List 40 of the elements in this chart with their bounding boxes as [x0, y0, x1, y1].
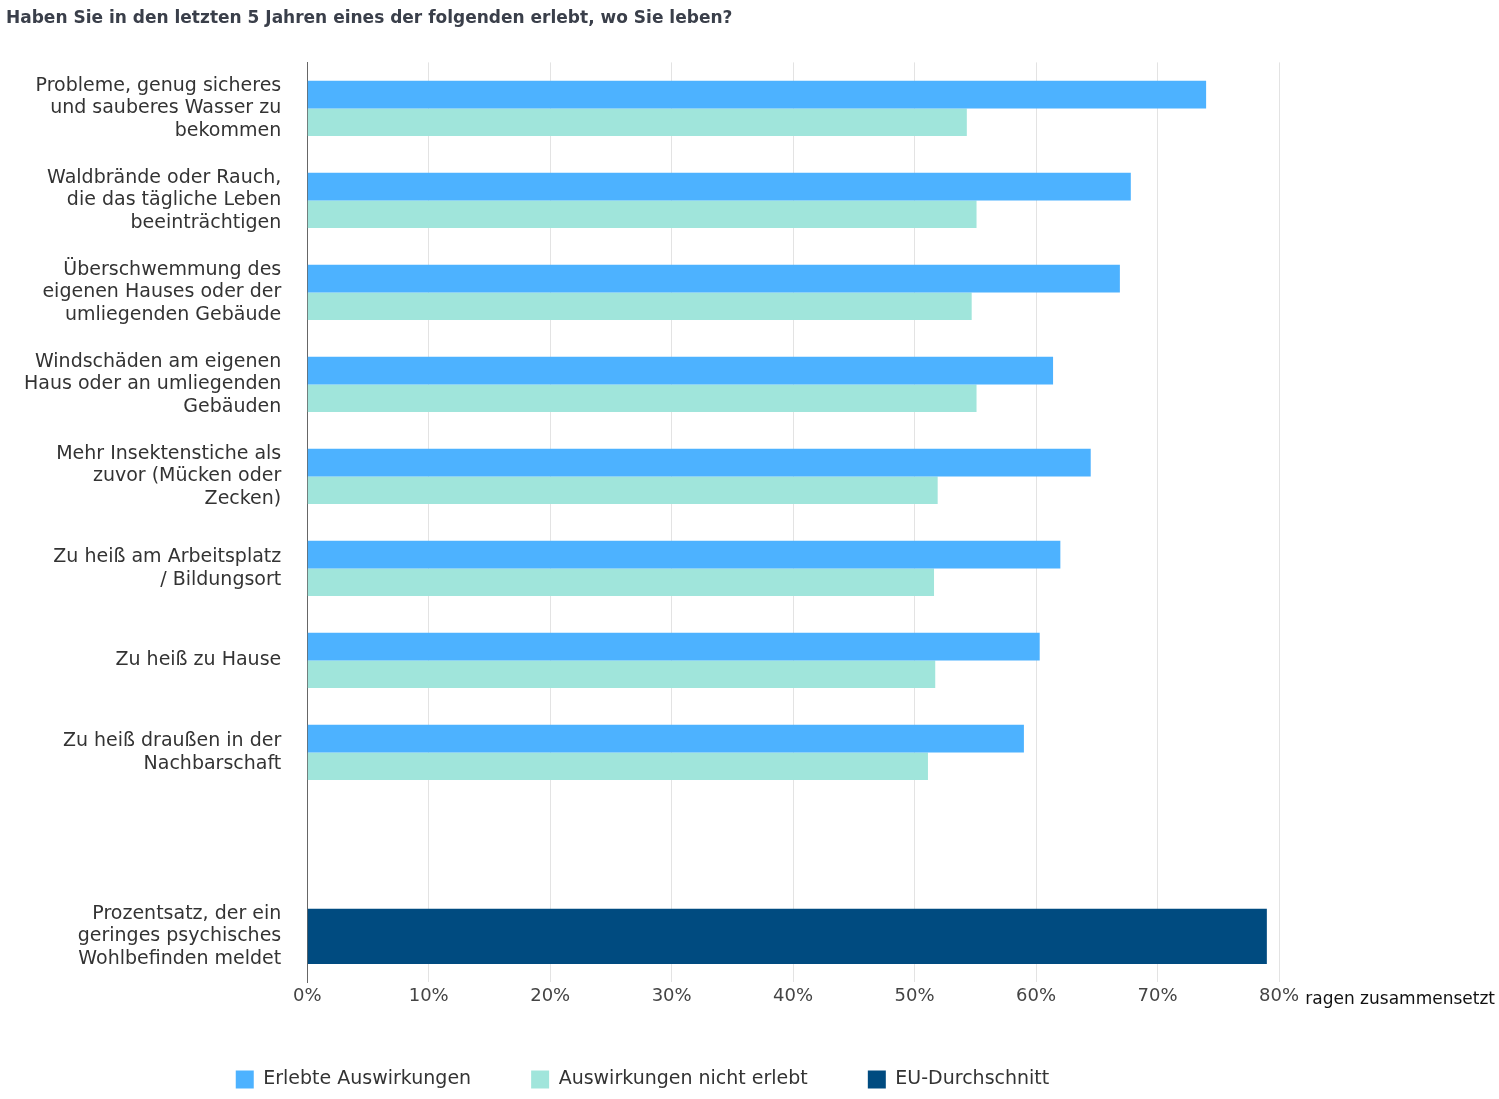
- x-tick-label: 50%: [894, 983, 935, 1005]
- x-tick-label: 40%: [773, 983, 814, 1005]
- chart-title: Haben Sie in den letzten 5 Jahren eines der folgenden erlebt, wo Sie leben?: [6, 6, 733, 27]
- bar: [307, 80, 1207, 109]
- bar: [307, 540, 1061, 569]
- y-tick-label: Zu heiß am Arbeitsplatz / Bildungsort: [53, 543, 282, 589]
- legend-label: Erlebte Auswirkungen: [263, 1066, 472, 1089]
- text: ragen zusammensetzt: [1305, 988, 1495, 1008]
- y-tick-label: Waldbrände oder Rauch, die das tägliche Leben beeinträchtigen: [47, 164, 282, 233]
- x-tick-label: 10%: [408, 983, 449, 1005]
- x-tick-label: 70%: [1137, 983, 1178, 1005]
- bar: [307, 108, 967, 136]
- x-tick-label: 20%: [530, 983, 571, 1005]
- y-tick-label: Mehr Insektenstiche als zuvor (Mücken oder Zecken): [56, 440, 282, 509]
- x-tick-label: 0%: [292, 983, 322, 1005]
- bar: [307, 292, 972, 320]
- legend-label: Auswirkungen nicht erlebt: [558, 1066, 808, 1089]
- y-tick-label: Windschäden am eigenen Haus oder an umliegenden Gebäuden: [23, 348, 282, 417]
- bar: [307, 724, 1024, 753]
- bar: [307, 908, 1267, 964]
- bar: [307, 172, 1131, 201]
- x-tick-label: 30%: [651, 983, 692, 1005]
- bar: [307, 752, 928, 780]
- bar: [307, 356, 1054, 385]
- bar: [307, 448, 1091, 477]
- bar: [307, 632, 1040, 661]
- bar: [307, 264, 1120, 293]
- y-tick-label: Überschwemmung des eigenen Hauses oder der umliegenden Gebäude: [42, 256, 282, 325]
- x-tick-label: 60%: [1016, 983, 1057, 1005]
- bar: [307, 476, 938, 504]
- y-tick-label: Prozentsatz, der ein geringes psychisches Wohlbefinden meldet: [77, 900, 282, 969]
- x-tick-label: 80%: [1258, 983, 1300, 1005]
- bar: [307, 660, 936, 688]
- bar: [307, 384, 977, 412]
- y-tick-label: Zu heiß zu Hause: [115, 647, 282, 670]
- bar: [307, 200, 977, 228]
- y-tick-label: Zu heiß draußen in der Nachbarschaft: [62, 727, 282, 773]
- legend-label: EU-Durchschnitt: [895, 1066, 1050, 1089]
- bar: [307, 568, 935, 596]
- y-tick-label: Probleme, genug sicheres und sauberes Wasser zu bekommen: [35, 72, 282, 141]
